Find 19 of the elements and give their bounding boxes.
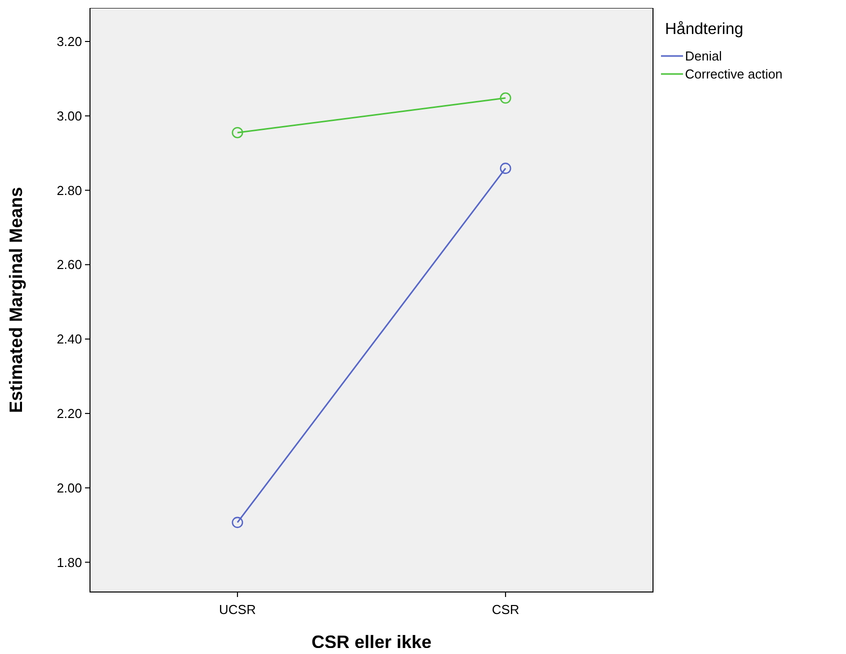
y-tick-label: 3.00 (56, 108, 82, 124)
x-axis-title: CSR eller ikke (311, 632, 432, 652)
y-tick-label: 2.60 (56, 257, 82, 272)
y-tick-label: 3.20 (56, 34, 82, 50)
y-tick-label: 2.80 (56, 182, 82, 198)
legend-label: Corrective action (685, 66, 783, 82)
point (232, 516, 244, 528)
y-tick-label: 2.20 (56, 406, 82, 421)
point (500, 162, 512, 174)
point (232, 126, 244, 138)
y-axis-title: Estimated Marginal Means (6, 186, 26, 414)
y-tick-label: 1.80 (56, 554, 82, 570)
x-tick-label: CSR (492, 602, 520, 617)
y-tick-label: 2.40 (56, 332, 82, 347)
y-tick-label: 2.00 (56, 480, 82, 496)
x-tick-label: UCSR (219, 602, 256, 617)
legend-label: Denial (685, 48, 722, 64)
legend-title: Håndtering (665, 21, 744, 38)
point (500, 92, 512, 104)
